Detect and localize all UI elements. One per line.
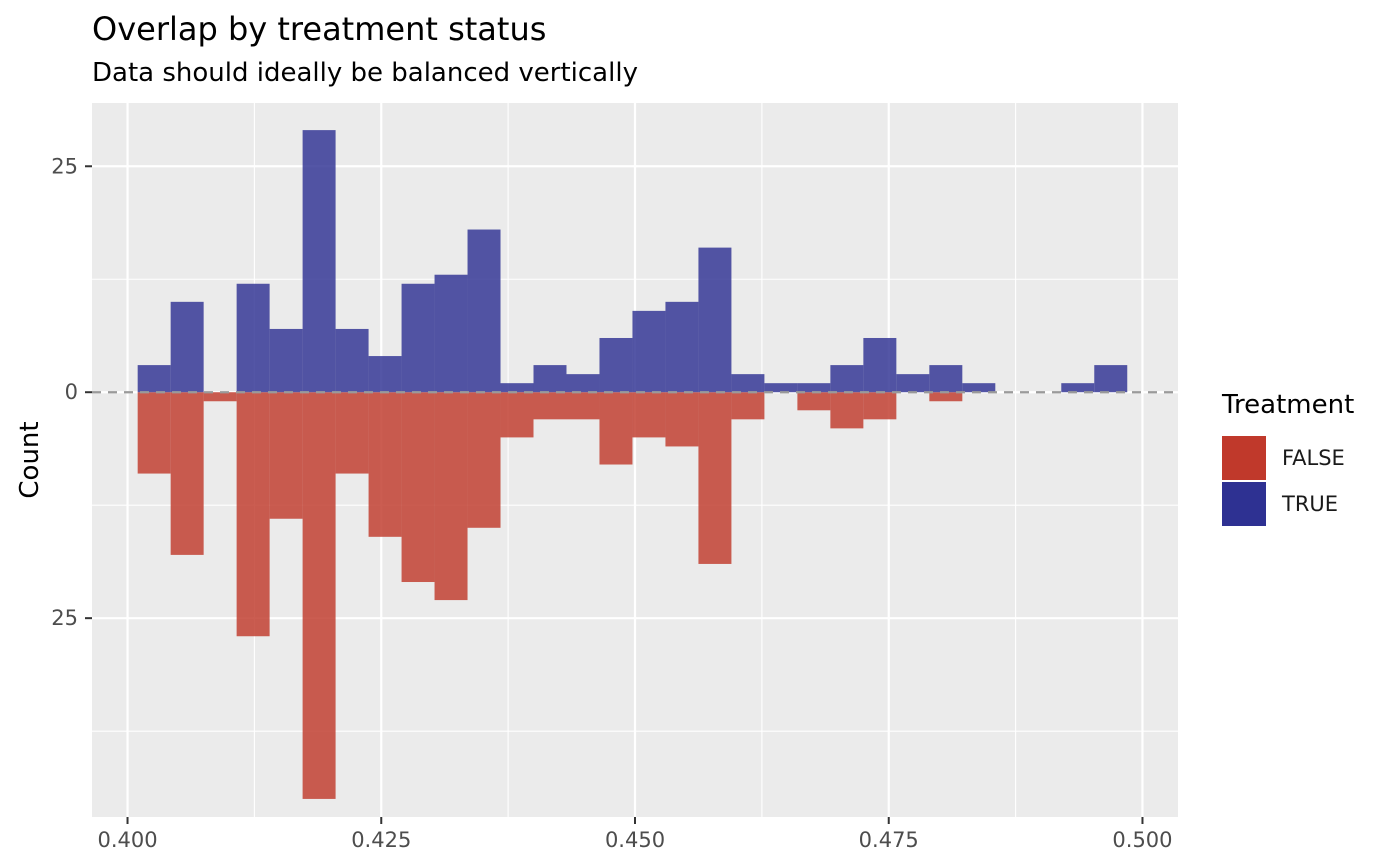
bar-true: [434, 274, 468, 393]
chart-title: Overlap by treatment status: [92, 10, 547, 48]
bar-false: [368, 392, 402, 537]
bar-false: [632, 392, 666, 438]
bar-false: [566, 392, 600, 420]
x-tick-label: 0.450: [605, 828, 665, 852]
bar-true: [962, 383, 996, 393]
bar-true: [269, 328, 303, 393]
bar-false: [533, 392, 567, 420]
bar-true: [368, 356, 402, 393]
bar-false: [170, 392, 204, 555]
bar-false: [236, 392, 270, 637]
bar-true: [566, 374, 600, 393]
histogram-bars: [137, 130, 1128, 799]
legend-key-false: [1222, 436, 1266, 480]
bar-true: [599, 337, 633, 393]
y-tick-label: 0: [65, 380, 78, 404]
bar-true: [335, 328, 369, 393]
bar-false: [698, 392, 732, 564]
bar-false: [929, 392, 963, 402]
bar-false: [500, 392, 534, 438]
bar-true: [632, 310, 666, 393]
bar-false: [665, 392, 699, 447]
chart-subtitle: Data should ideally be balanced vertical…: [92, 58, 638, 88]
bar-true: [929, 365, 963, 393]
x-tick-label: 0.475: [859, 828, 919, 852]
bar-true: [500, 383, 534, 393]
bar-true: [764, 383, 798, 393]
bar-true: [170, 301, 204, 393]
bar-true: [137, 365, 171, 393]
y-tick-label: 25: [51, 606, 78, 630]
bar-true: [1094, 365, 1128, 393]
bar-true: [797, 383, 831, 393]
bar-true: [863, 337, 897, 393]
legend-label-false: FALSE: [1282, 446, 1345, 470]
bar-true: [830, 365, 864, 393]
legend-item-true: TRUE: [1222, 482, 1338, 526]
bar-true: [533, 365, 567, 393]
bar-false: [863, 392, 897, 420]
bar-false: [467, 392, 501, 528]
bar-true: [1061, 383, 1095, 393]
bar-true: [698, 247, 732, 393]
bar-false: [797, 392, 831, 411]
x-tick-label: 0.500: [1112, 828, 1172, 852]
axes: 0.400 0.425 0.450 0.475 0.500 25 0 25: [51, 154, 1172, 852]
bar-false: [137, 392, 171, 474]
y-axis-label: Count: [15, 421, 45, 498]
legend-key-true: [1222, 482, 1266, 526]
bar-true: [896, 374, 930, 393]
bar-true: [731, 374, 765, 393]
x-tick-label: 0.400: [97, 828, 157, 852]
bar-true: [401, 283, 435, 393]
bar-false: [731, 392, 765, 420]
x-tick-label: 0.425: [351, 828, 411, 852]
bar-false: [434, 392, 468, 601]
bar-true: [302, 130, 336, 393]
bar-false: [830, 392, 864, 429]
bar-true: [665, 301, 699, 393]
bar-false: [302, 392, 336, 799]
bar-true: [467, 229, 501, 393]
bar-false: [401, 392, 435, 583]
bar-false: [269, 392, 303, 519]
legend-item-false: FALSE: [1222, 436, 1345, 480]
bar-true: [236, 283, 270, 393]
y-tick-label: 25: [51, 154, 78, 178]
legend-label-true: TRUE: [1282, 492, 1339, 516]
legend-title: Treatment: [1222, 390, 1355, 420]
bar-false: [203, 392, 237, 402]
bar-false: [335, 392, 369, 474]
bar-false: [599, 392, 633, 465]
